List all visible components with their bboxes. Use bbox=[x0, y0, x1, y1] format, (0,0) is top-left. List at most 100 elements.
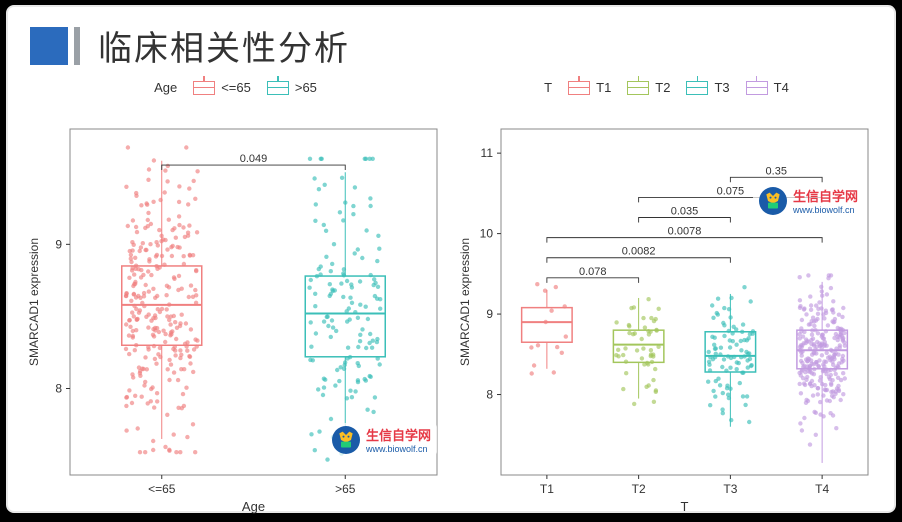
jitter-point bbox=[714, 379, 718, 383]
jitter-point bbox=[360, 327, 364, 331]
jitter-point bbox=[798, 275, 802, 279]
jitter-point bbox=[563, 304, 567, 308]
jitter-point bbox=[820, 289, 824, 293]
jitter-point bbox=[125, 395, 129, 399]
jitter-point bbox=[722, 334, 726, 338]
jitter-point bbox=[632, 402, 636, 406]
jitter-point bbox=[188, 361, 192, 365]
jitter-point bbox=[734, 327, 738, 331]
jitter-point bbox=[174, 450, 178, 454]
jitter-point bbox=[131, 218, 135, 222]
jitter-point bbox=[806, 369, 810, 373]
jitter-point bbox=[165, 413, 169, 417]
jitter-point bbox=[839, 398, 843, 402]
jitter-point bbox=[324, 229, 328, 233]
jitter-point bbox=[129, 260, 133, 264]
jitter-point bbox=[814, 303, 818, 307]
jitter-point bbox=[657, 307, 661, 311]
jitter-point bbox=[821, 362, 825, 366]
legend-label: T2 bbox=[655, 80, 670, 95]
jitter-point bbox=[735, 367, 739, 371]
jitter-point bbox=[347, 306, 351, 310]
jitter-point bbox=[650, 360, 654, 364]
jitter-point bbox=[811, 393, 815, 397]
jitter-point bbox=[624, 360, 628, 364]
jitter-point bbox=[309, 278, 313, 282]
jitter-point bbox=[177, 223, 181, 227]
jitter-point bbox=[751, 332, 755, 336]
y-tick-label: 10 bbox=[480, 227, 494, 241]
jitter-point bbox=[377, 247, 381, 251]
jitter-point bbox=[309, 345, 313, 349]
jitter-point bbox=[830, 360, 834, 364]
jitter-point bbox=[311, 358, 315, 362]
jitter-point bbox=[154, 254, 158, 258]
jitter-point bbox=[649, 348, 653, 352]
jitter-point bbox=[133, 394, 137, 398]
jitter-point bbox=[370, 346, 374, 350]
jitter-point bbox=[129, 253, 133, 257]
jitter-point bbox=[742, 338, 746, 342]
jitter-point bbox=[834, 426, 838, 430]
jitter-point bbox=[828, 377, 832, 381]
jitter-point bbox=[173, 320, 177, 324]
jitter-point bbox=[808, 442, 812, 446]
jitter-point bbox=[798, 382, 802, 386]
jitter-point bbox=[133, 348, 137, 352]
jitter-point bbox=[798, 304, 802, 308]
jitter-point bbox=[376, 356, 380, 360]
jitter-point bbox=[177, 200, 181, 204]
jitter-point bbox=[716, 297, 720, 301]
jitter-point bbox=[817, 365, 821, 369]
jitter-point bbox=[740, 330, 744, 334]
jitter-point bbox=[337, 379, 341, 383]
jitter-point bbox=[317, 187, 321, 191]
jitter-point bbox=[166, 164, 170, 168]
jitter-point bbox=[186, 231, 190, 235]
legend: Age <=65 >65 bbox=[24, 80, 447, 95]
jitter-point bbox=[799, 391, 803, 395]
jitter-point bbox=[333, 288, 337, 292]
jitter-point bbox=[368, 196, 372, 200]
jitter-point bbox=[148, 242, 152, 246]
jitter-point bbox=[149, 273, 153, 277]
y-tick-label: 9 bbox=[486, 307, 493, 321]
jitter-point bbox=[804, 312, 808, 316]
x-tick-label: T2 bbox=[632, 482, 646, 496]
jitter-point bbox=[728, 345, 732, 349]
jitter-point bbox=[829, 286, 833, 290]
jitter-point bbox=[322, 377, 326, 381]
jitter-point bbox=[727, 329, 731, 333]
jitter-point bbox=[158, 346, 162, 350]
jitter-point bbox=[649, 353, 653, 357]
jitter-point bbox=[156, 352, 160, 356]
jitter-point bbox=[177, 245, 181, 249]
jitter-point bbox=[536, 343, 540, 347]
jitter-point bbox=[143, 355, 147, 359]
jitter-point bbox=[839, 378, 843, 382]
jitter-point bbox=[738, 381, 742, 385]
jitter-point bbox=[332, 242, 336, 246]
jitter-point bbox=[358, 303, 362, 307]
jitter-point bbox=[812, 351, 816, 355]
jitter-point bbox=[372, 283, 376, 287]
jitter-point bbox=[165, 307, 169, 311]
jitter-point bbox=[356, 316, 360, 320]
jitter-point bbox=[194, 301, 198, 305]
jitter-point bbox=[827, 273, 831, 277]
jitter-point bbox=[130, 310, 134, 314]
jitter-point bbox=[142, 383, 146, 387]
jitter-point bbox=[153, 296, 157, 300]
jitter-point bbox=[654, 388, 658, 392]
jitter-point bbox=[616, 348, 620, 352]
wolf-icon bbox=[332, 426, 360, 454]
jitter-point bbox=[162, 263, 166, 267]
jitter-point bbox=[313, 304, 317, 308]
jitter-point bbox=[146, 325, 150, 329]
jitter-point bbox=[841, 359, 845, 363]
jitter-point bbox=[173, 353, 177, 357]
page-title: 临床相关性分析 bbox=[98, 21, 350, 70]
jitter-point bbox=[335, 368, 339, 372]
jitter-point bbox=[707, 350, 711, 354]
jitter-point bbox=[564, 334, 568, 338]
